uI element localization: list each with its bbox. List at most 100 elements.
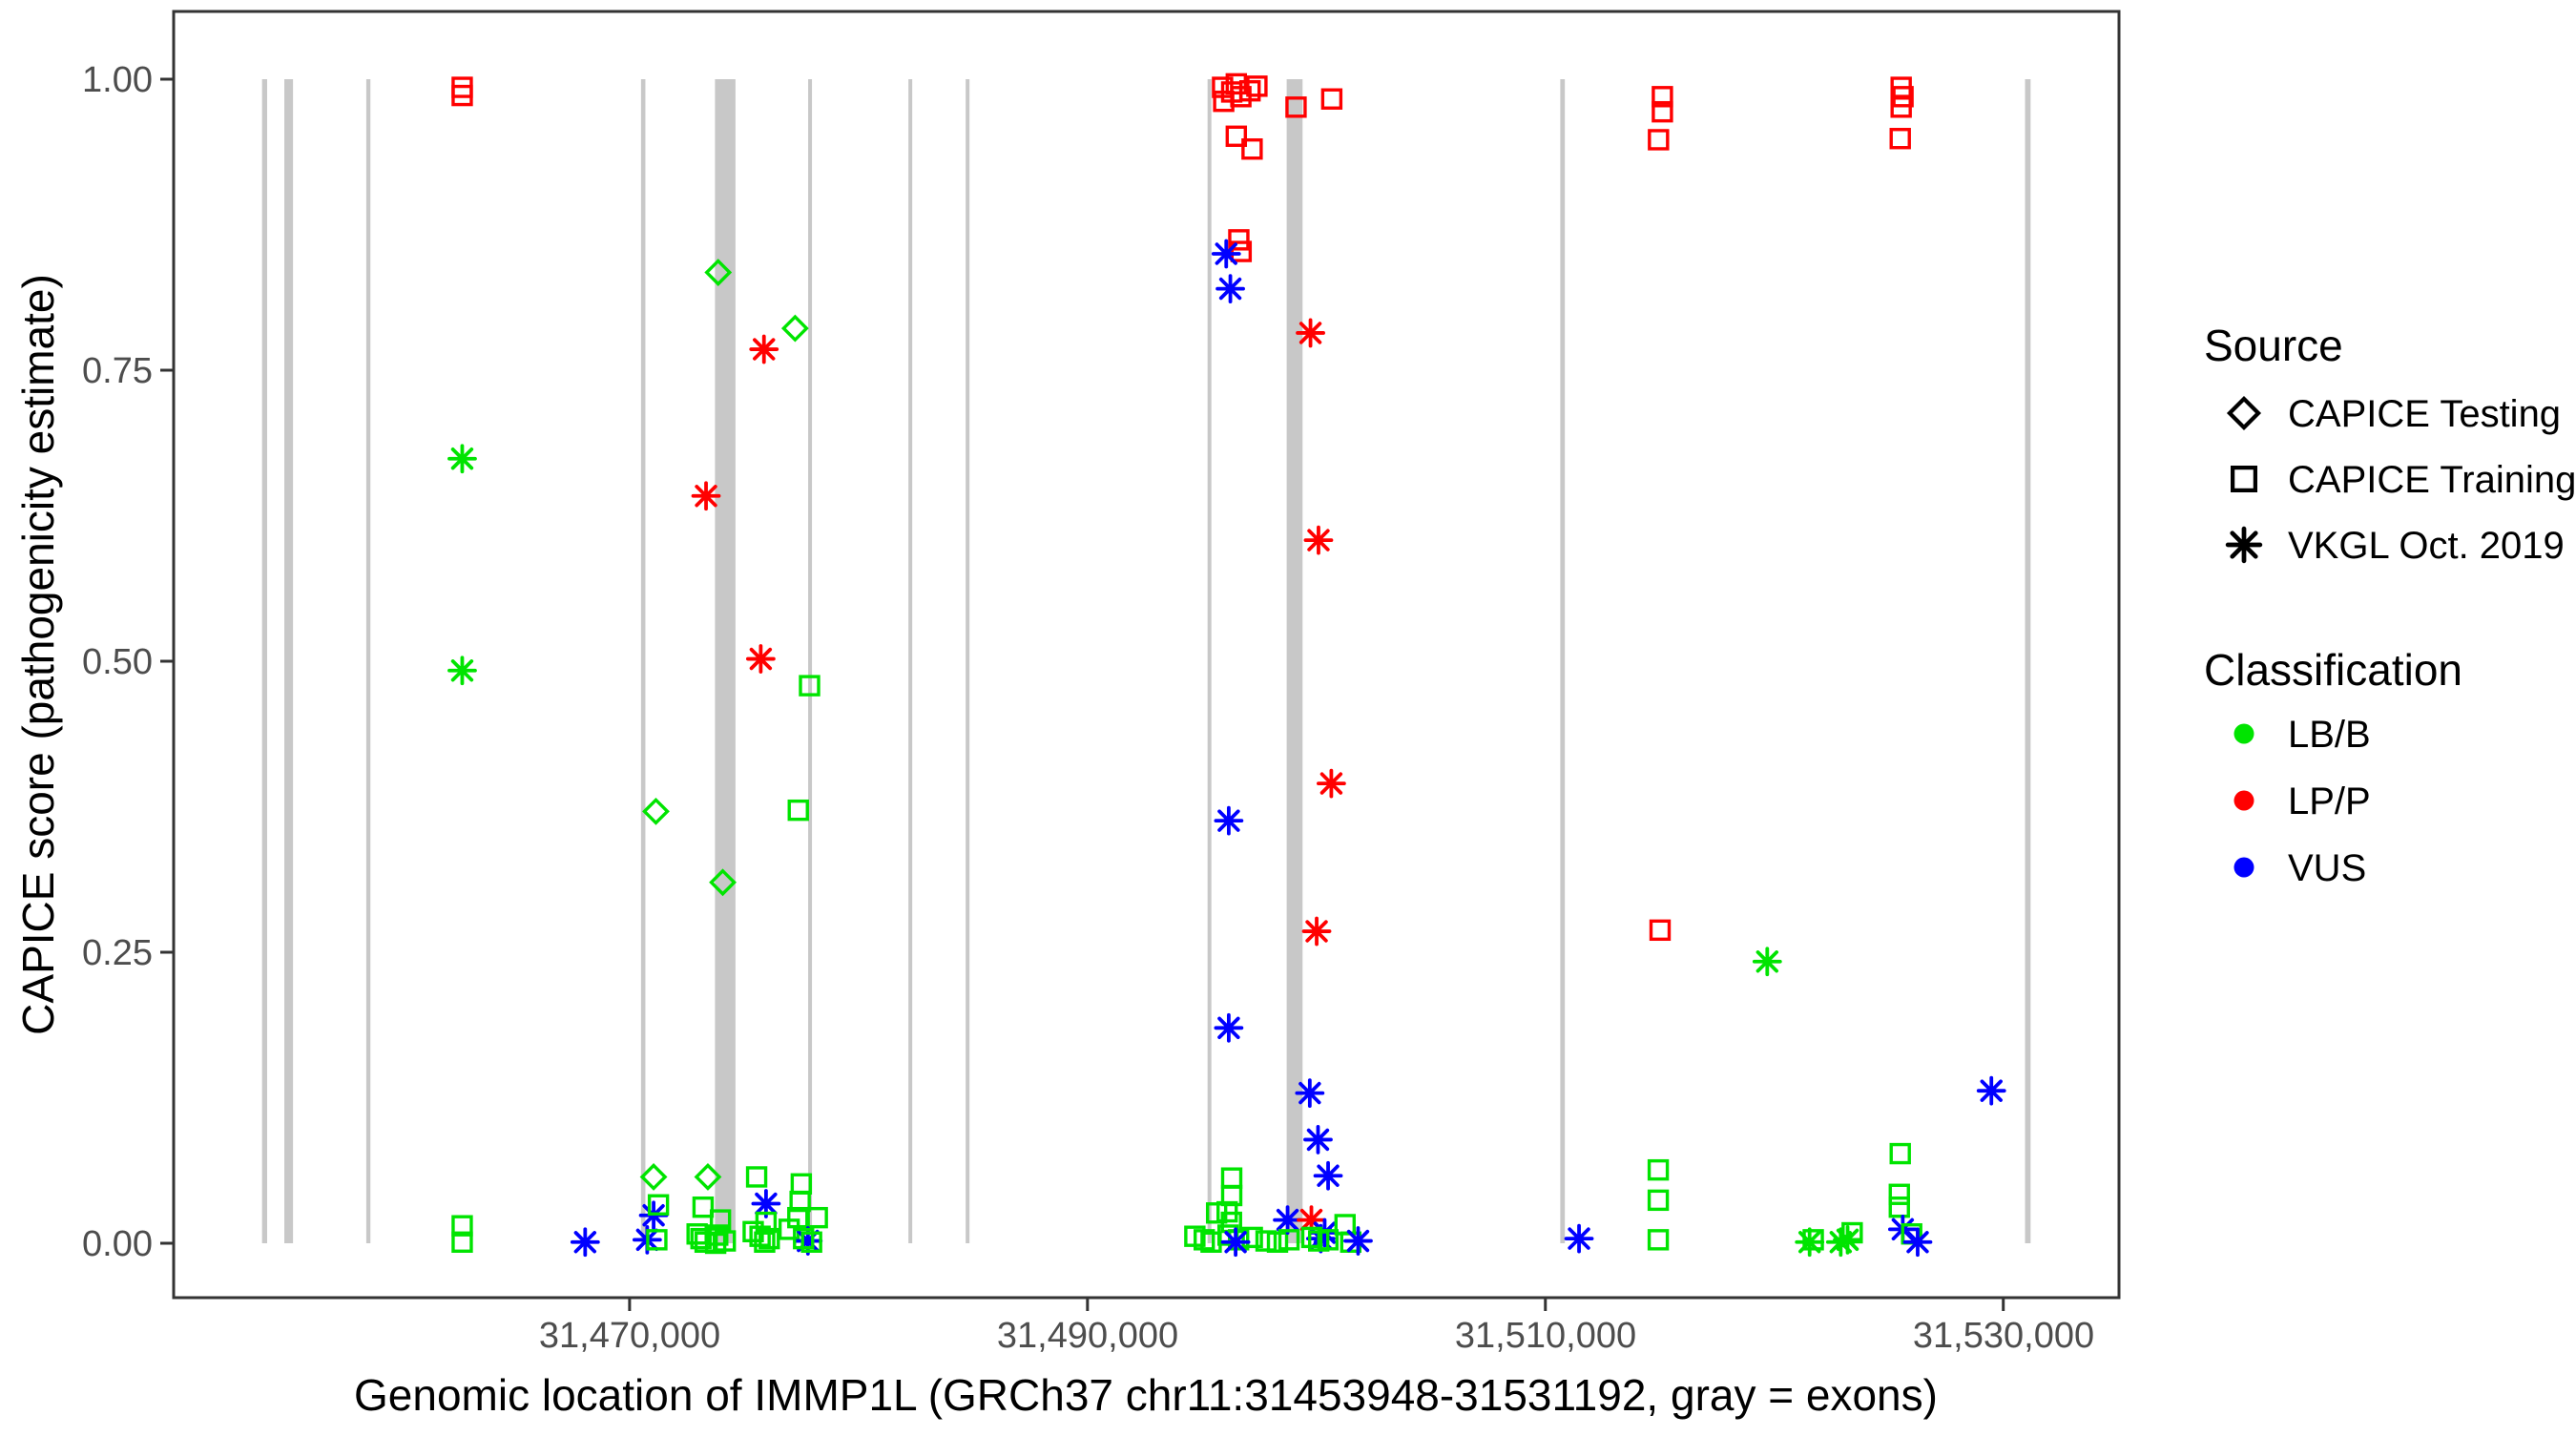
data-point [1295, 1078, 1325, 1109]
data-point [1285, 96, 1307, 118]
marker-diamond [642, 797, 670, 825]
data-point [709, 868, 737, 897]
marker-asterisk [1833, 1224, 1862, 1255]
data-point [749, 334, 779, 364]
data-point [646, 1229, 668, 1251]
data-point [451, 1215, 473, 1237]
marker-dot [2233, 723, 2254, 744]
data-point [787, 799, 809, 822]
data-point [1890, 96, 1912, 118]
marker-diamond [694, 1163, 722, 1191]
marker-square [1225, 125, 1248, 147]
marker-square [790, 1173, 813, 1195]
data-point [1211, 239, 1241, 269]
data-point [642, 797, 670, 825]
exon-bar [1286, 79, 1303, 1243]
marker-square [2231, 466, 2257, 492]
legend-item-capice-training: CAPICE Training [2288, 459, 2576, 501]
data-point [1225, 73, 1248, 95]
data-point [1334, 1214, 1356, 1236]
marker-square [745, 1166, 768, 1188]
marker-asterisk [1343, 1226, 1373, 1256]
data-point [1888, 1196, 1910, 1218]
data-point [1648, 129, 1670, 151]
data-point [1220, 1184, 1243, 1207]
exon-bar [966, 79, 970, 1243]
data-point [1255, 1230, 1278, 1252]
marker-square [1246, 75, 1268, 97]
data-point [1902, 1227, 1933, 1258]
marker-square [451, 1231, 473, 1253]
data-point [1214, 1012, 1244, 1043]
marker-dot [2233, 857, 2254, 878]
data-point [745, 644, 776, 674]
marker-asterisk [751, 1189, 781, 1218]
x-tick-label: 31,490,000 [997, 1316, 1178, 1356]
marker-square [1241, 1226, 1263, 1249]
data-point [1317, 768, 1346, 799]
marker-square [692, 1196, 715, 1218]
data-point [1241, 1226, 1263, 1249]
data-point [1297, 1205, 1326, 1235]
marker-square [1230, 240, 1253, 262]
data-point [1652, 100, 1673, 123]
data-point [1888, 1183, 1910, 1205]
marker-square [646, 1229, 668, 1251]
data-point [1300, 1226, 1323, 1249]
y-tick-label: 0.50 [82, 642, 153, 682]
legend-item-vus: VUS [2288, 847, 2366, 889]
data-point [447, 656, 477, 686]
data-point [447, 444, 477, 474]
data-point [1343, 1226, 1373, 1256]
data-point [709, 1209, 732, 1231]
data-point [451, 84, 473, 107]
marker-square [1888, 1183, 1910, 1205]
data-point [570, 1227, 600, 1258]
data-point [790, 1173, 813, 1195]
data-point [1795, 1227, 1825, 1258]
x-axis-title: Genomic location of IMMP1L (GRCh37 chr11… [354, 1370, 1938, 1420]
legend-source-title: Source [2204, 321, 2343, 370]
data-point [800, 1231, 822, 1253]
exon-bar [1207, 79, 1212, 1243]
marker-square [1225, 73, 1248, 95]
marker-square [754, 1231, 776, 1253]
data-point [1228, 229, 1250, 251]
marker-square [1802, 1229, 1824, 1251]
data-point [1214, 805, 1244, 836]
data-point [754, 1231, 776, 1253]
marker-square [1889, 128, 1911, 150]
data-point [451, 1231, 473, 1253]
marker-asterisk [1220, 1227, 1251, 1258]
x-tick-label: 31,530,000 [1913, 1316, 2094, 1356]
legend-item-vkgl: VKGL Oct. 2019 [2288, 525, 2565, 567]
marker-asterisk [1902, 1227, 1933, 1258]
y-tick-label: 0.00 [82, 1224, 153, 1264]
data-point [1649, 919, 1672, 942]
exon-bar [1560, 79, 1566, 1243]
marker-asterisk [447, 656, 477, 686]
marker-square [1194, 1229, 1215, 1251]
marker-square [1841, 1221, 1863, 1244]
legend-symbols-layer [2225, 395, 2263, 878]
marker-asterisk [1976, 1075, 2006, 1106]
marker-diamond [709, 868, 737, 897]
legend-classification-title: Classification [2204, 645, 2462, 695]
exon-bar [640, 79, 646, 1243]
data-points-layer [447, 73, 2006, 1258]
data-point [639, 1163, 668, 1191]
data-point [1825, 1227, 1856, 1258]
data-point [1228, 1229, 1250, 1251]
marker-square [1255, 1230, 1278, 1252]
x-tick-label: 31,470,000 [539, 1316, 720, 1356]
x-tick-label: 31,510,000 [1455, 1316, 1636, 1356]
data-point [1278, 1229, 1300, 1251]
data-point [1246, 75, 1268, 97]
marker-square [1890, 96, 1912, 118]
marker-asterisk [1273, 1205, 1302, 1235]
data-point [1647, 1158, 1670, 1181]
y-tick-label: 0.75 [82, 351, 153, 391]
marker-asterisk [1795, 1227, 1825, 1258]
axis-ticks-layer [160, 77, 2005, 1311]
